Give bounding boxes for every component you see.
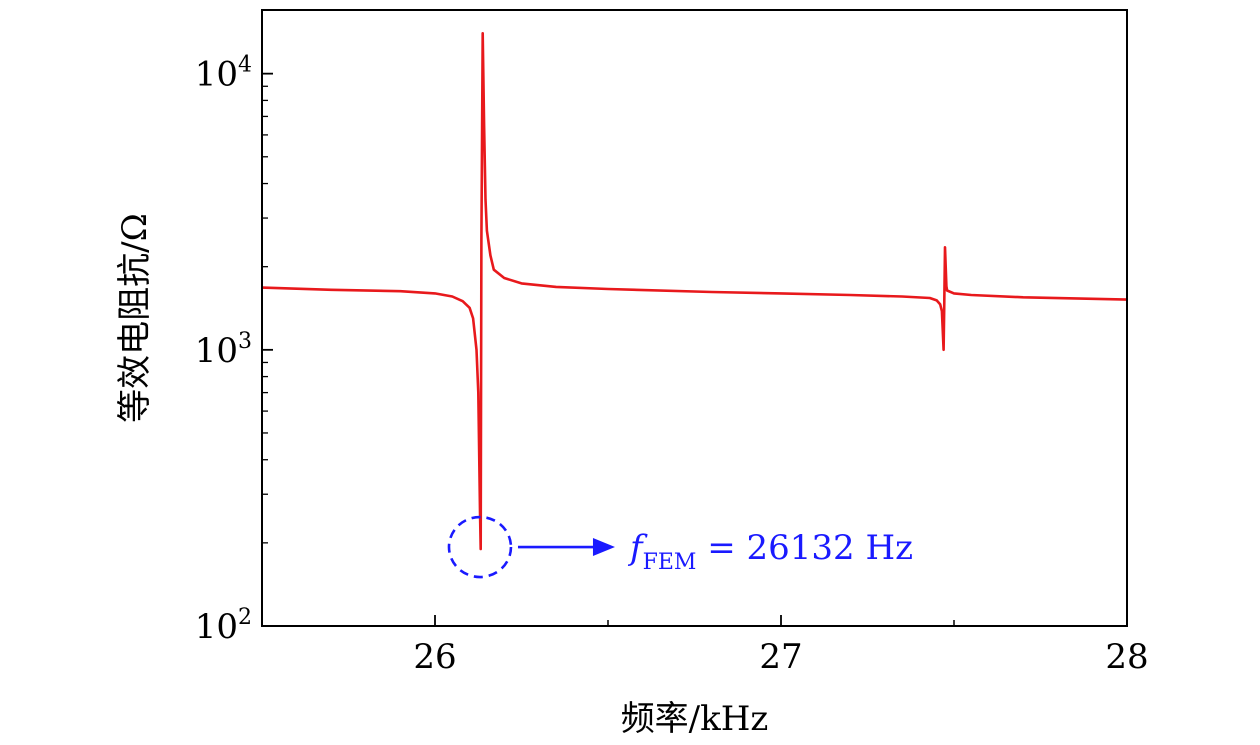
annotation-arrow-head: [592, 538, 615, 557]
y-axis-title: 等效电阻抗/Ω: [115, 213, 155, 423]
x-tick-label: 26: [413, 637, 456, 677]
y-tick-label: 103: [195, 329, 252, 371]
resonance-frequency-label: fFEM = 26132 Hz: [627, 528, 913, 575]
x-tick-label: 28: [1105, 637, 1148, 677]
plot-area-frame: [261, 9, 1128, 627]
axis-ticks: 26 27 28 102 103 104: [195, 53, 1149, 677]
y-tick-label: 104: [195, 53, 252, 95]
x-tick-label: 27: [759, 637, 802, 677]
x-axis-title: 频率/kHz: [621, 699, 769, 739]
y-tick-label: 102: [195, 605, 252, 647]
resonance-circle-marker: [447, 515, 513, 579]
resonance-annotation: fFEM = 26132 Hz: [447, 515, 913, 579]
impedance-series-line: [261, 31, 1128, 551]
